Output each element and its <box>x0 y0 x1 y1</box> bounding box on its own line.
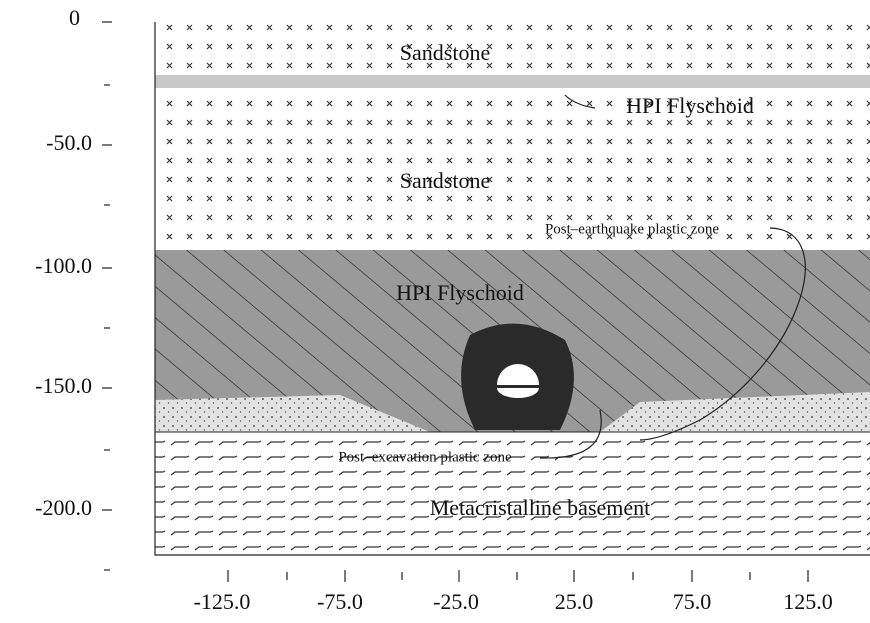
annotation: Post–excavation plastic zone <box>338 449 512 465</box>
x-tick-label: -75.0 <box>317 589 363 614</box>
y-tick-label: -200.0 <box>35 495 92 520</box>
layer-label: Sandstone <box>400 168 490 193</box>
layer-label: HPI Flyschoid <box>396 280 524 305</box>
y-tick-label: -100.0 <box>35 253 92 278</box>
x-tick-label: -25.0 <box>433 589 479 614</box>
cross-section: 0 -50.0 -100.0 -150.0 -200.0 -125.0 -75.… <box>0 0 870 623</box>
tunnel <box>461 324 574 430</box>
layer-label: Sandstone <box>400 40 490 65</box>
x-tick-label: -125.0 <box>194 589 251 614</box>
x-tick-label: 75.0 <box>673 589 712 614</box>
x-tick-label: 25.0 <box>555 589 594 614</box>
x-tick-label: 125.0 <box>783 589 833 614</box>
y-tick-label: -50.0 <box>46 130 92 155</box>
y-tick-label: -150.0 <box>35 373 92 398</box>
page: {"y_axis": {"ticks": ["0", "-50.0", "-10… <box>0 0 870 623</box>
annotation: Post–earthquake plastic zone <box>545 221 719 237</box>
layer-label: HPI Flyschoid <box>626 93 754 118</box>
layer-label: Metacristalline basement <box>430 495 651 520</box>
y-tick-label: 0 <box>69 5 80 30</box>
